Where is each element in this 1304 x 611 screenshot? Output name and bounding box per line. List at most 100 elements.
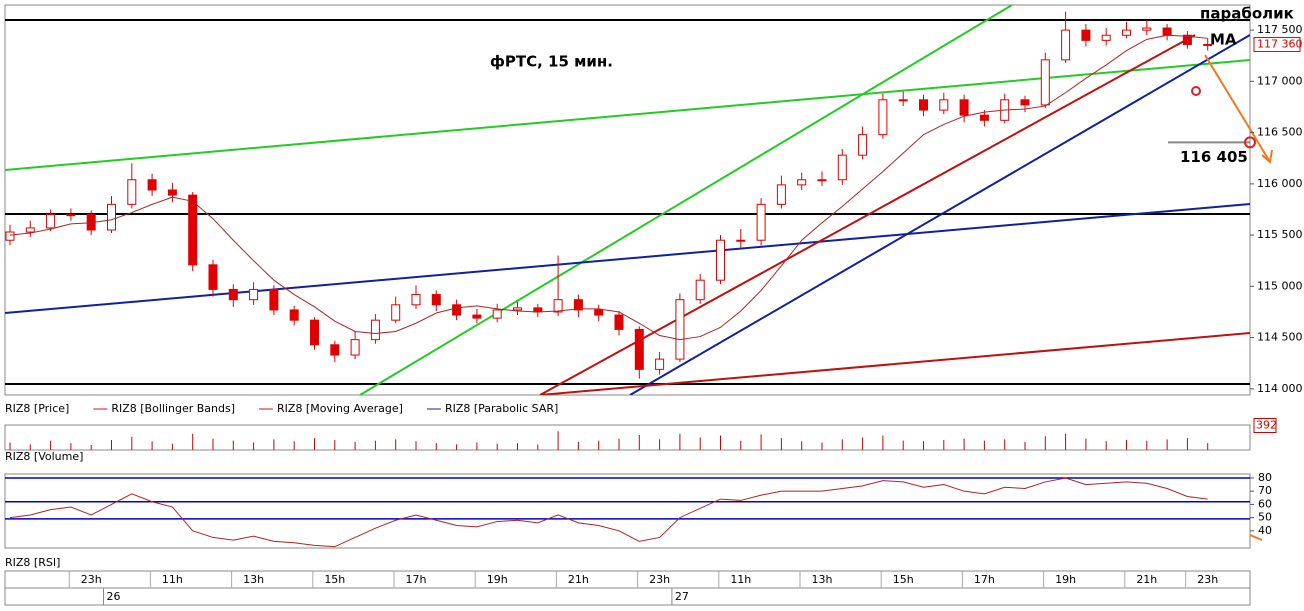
chart-title: фРТС, 15 мин. xyxy=(490,53,613,71)
candle-body xyxy=(959,99,969,116)
y-tick-label: 70 xyxy=(1258,484,1272,497)
y-tick-label: 117 000 xyxy=(1257,74,1303,87)
y-tick-label: 116 500 xyxy=(1257,126,1303,139)
panel-label: RIZ8 [RSI] xyxy=(5,556,60,569)
y-tick-label: 60 xyxy=(1258,497,1272,510)
marker xyxy=(1191,86,1201,96)
y-tick-label: 114 500 xyxy=(1257,331,1303,344)
y-tick-label: 115 000 xyxy=(1257,279,1303,292)
x-tick-label: 23h xyxy=(81,573,102,586)
candle-body xyxy=(1142,27,1152,31)
date-label: 27 xyxy=(675,590,689,603)
level-marker xyxy=(1244,136,1256,149)
y-tick-label: 40 xyxy=(1258,524,1272,537)
legend-label: RIZ8 [Parabolic SAR] xyxy=(445,402,558,415)
legend-label: RIZ8 [Moving Average] xyxy=(277,402,403,415)
candle-body xyxy=(249,288,259,301)
candle-body xyxy=(1182,34,1192,45)
x-tick-label: 21h xyxy=(568,573,589,586)
candle-body xyxy=(797,179,807,186)
candle-body xyxy=(411,294,421,306)
candle-body xyxy=(1162,27,1172,36)
date-label: 26 xyxy=(107,590,121,603)
candle-body xyxy=(614,314,624,330)
legend-label: RIZ8 [Price] xyxy=(5,402,69,415)
candle-body xyxy=(492,309,502,319)
trend-line xyxy=(539,34,1196,395)
candle-body xyxy=(553,299,563,313)
candle-body xyxy=(452,304,462,316)
candle-body xyxy=(208,264,218,290)
candle-body xyxy=(979,114,989,121)
candle-body xyxy=(675,299,685,360)
candle-body xyxy=(858,134,868,156)
price-marks xyxy=(5,11,1213,379)
candle-body xyxy=(127,179,137,205)
trend-line xyxy=(539,332,1250,395)
x-tick-label: 17h xyxy=(406,573,427,586)
candle-body xyxy=(25,227,35,233)
candle-body xyxy=(5,231,15,241)
candle-body xyxy=(1122,29,1131,36)
candle-body xyxy=(107,203,116,231)
candle-body xyxy=(350,339,360,356)
x-tick-label: 21h xyxy=(1136,573,1157,586)
rsi-panel xyxy=(4,473,1251,549)
drawings xyxy=(5,5,1250,395)
x-tick-label: 11h xyxy=(162,573,183,586)
annotation: MA xyxy=(1210,31,1237,49)
x-tick-label: 17h xyxy=(974,573,995,586)
last-volume-label: 392 xyxy=(1256,419,1277,432)
candle-body xyxy=(188,194,198,266)
candle-body xyxy=(939,99,949,111)
candle-body xyxy=(776,184,786,205)
candle-body xyxy=(634,328,644,370)
ma-line xyxy=(9,34,1208,341)
x-tick-label: 19h xyxy=(1055,573,1076,586)
rsi-line xyxy=(9,477,1208,548)
last-volume-tag xyxy=(1253,418,1277,433)
candle-body xyxy=(370,319,380,341)
legend-label: RIZ8 [Bollinger Bands] xyxy=(111,402,235,415)
candle-body xyxy=(167,189,177,196)
x-tick-label: 13h xyxy=(243,573,264,586)
candle-body xyxy=(228,288,238,301)
panel-label: RIZ8 [Volume] xyxy=(5,450,83,463)
x-tick-label: 15h xyxy=(893,573,914,586)
volume-panel xyxy=(4,424,1251,451)
y-tick-label: 80 xyxy=(1258,471,1272,484)
x-tick-label: 23h xyxy=(1197,573,1218,586)
last-price-tag xyxy=(1253,36,1301,52)
arrow-head xyxy=(1261,149,1273,164)
candle-body xyxy=(330,344,340,356)
candle-body xyxy=(1061,29,1071,61)
y-tick-label: 114 000 xyxy=(1257,382,1303,395)
candle-body xyxy=(878,99,888,136)
candle-body xyxy=(756,203,766,241)
y-tick-label: 50 xyxy=(1258,511,1272,524)
candle-body xyxy=(1040,59,1050,106)
y-tick-label: 117 500 xyxy=(1257,23,1303,36)
x-tick-label: 11h xyxy=(730,573,751,586)
candle-body xyxy=(736,239,746,242)
trend-line xyxy=(629,34,1250,395)
candle-body xyxy=(594,309,604,316)
candle-body xyxy=(46,214,56,229)
last-price-label: 117 360 xyxy=(1257,37,1303,50)
candle-body xyxy=(269,288,279,311)
annotation: параболик xyxy=(1200,5,1294,23)
candle-body xyxy=(1020,99,1030,106)
candle-body xyxy=(431,294,441,306)
candle-body xyxy=(695,279,705,301)
arrow xyxy=(1204,54,1271,163)
candle-body xyxy=(716,239,725,281)
x-tick-label: 13h xyxy=(812,573,833,586)
candle-body xyxy=(817,179,827,182)
candle-body xyxy=(1081,29,1091,41)
candle-body xyxy=(837,154,847,181)
candle-body xyxy=(655,358,665,370)
candle-body xyxy=(472,314,482,319)
candle-body xyxy=(147,179,157,191)
candle-body xyxy=(513,307,522,311)
